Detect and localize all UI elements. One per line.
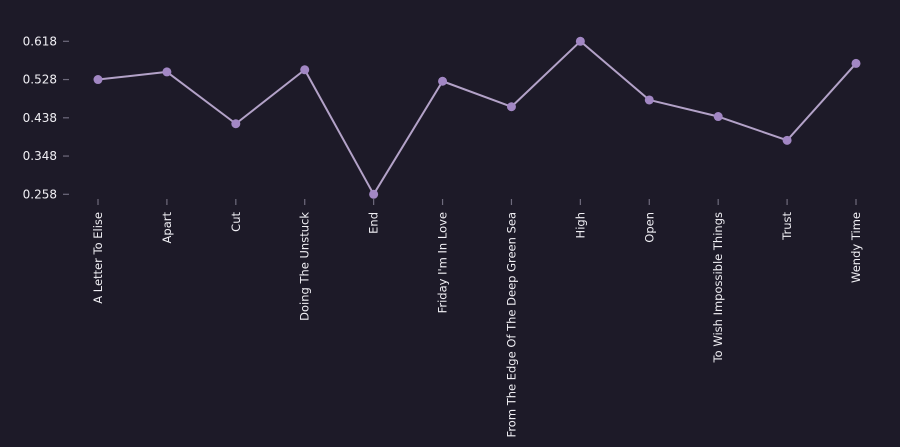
- y-tick-label: 0.438: [23, 111, 57, 125]
- data-point: [300, 65, 310, 75]
- data-point: [231, 119, 241, 129]
- x-tick-label: High: [573, 212, 587, 238]
- y-tick-label: 0.528: [23, 73, 57, 87]
- x-tick-label: A Letter To Elise: [91, 212, 105, 304]
- x-tick-label: Open: [642, 212, 656, 243]
- data-point: [506, 102, 516, 112]
- x-tick-label: To Wish Impossible Things: [711, 212, 725, 363]
- data-point: [713, 112, 723, 122]
- x-tick-label: End: [367, 212, 381, 234]
- x-tick-label: Cut: [229, 212, 243, 232]
- y-tick-label: 0.618: [23, 34, 57, 48]
- x-tick-label: From The Edge Of The Deep Green Sea: [504, 212, 518, 437]
- data-point: [93, 75, 103, 85]
- data-point: [644, 95, 654, 105]
- line-series: [97, 40, 857, 196]
- x-tick-label: Wendy Time: [849, 212, 863, 283]
- data-point: [438, 76, 448, 86]
- data-point: [851, 58, 861, 68]
- data-point: [782, 135, 792, 145]
- data-point: [162, 67, 172, 77]
- y-tick-label: 0.348: [23, 149, 57, 163]
- x-tick-label: Apart: [160, 212, 174, 244]
- x-tick-label: Friday I'm In Love: [436, 212, 450, 313]
- y-tick-label: 0.258: [23, 187, 57, 201]
- x-tick-label: Trust: [780, 212, 794, 241]
- x-tick-label: Doing The Unstuck: [298, 212, 312, 321]
- data-point: [575, 36, 585, 46]
- data-point: [369, 189, 379, 199]
